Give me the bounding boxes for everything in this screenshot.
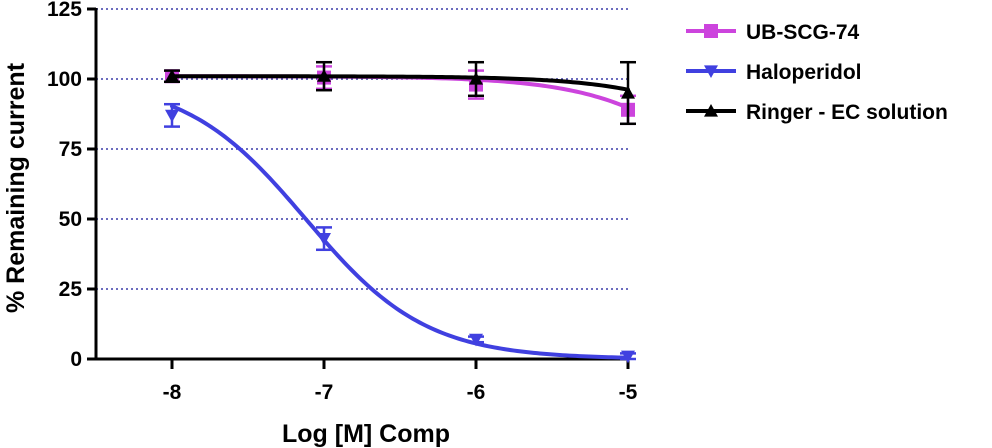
legend-item-ub-scg-74: UB-SCG-74 [686, 21, 860, 44]
series-ringer-ec-solution [164, 60, 636, 126]
x-axis-title: Log [M] Comp [282, 420, 450, 448]
x-tick-label: -5 [619, 381, 638, 404]
x-tick-label: -7 [315, 381, 334, 404]
y-tick-label: 0 [70, 348, 82, 371]
data-point [317, 69, 331, 82]
x-tick-label: -8 [163, 381, 182, 404]
legend: UB-SCG-74 Haloperidol Ringer - EC solution [686, 21, 948, 124]
fit-curve-ringer-ec-solution [170, 74, 630, 92]
data-point [469, 72, 483, 85]
ticks: 0 25 50 75 100 125 -8 -7 -6 -5 [47, 0, 638, 404]
gridlines [96, 8, 628, 290]
legend-label: Haloperidol [746, 61, 862, 84]
axes [94, 8, 630, 361]
x-tick-label: -6 [467, 381, 486, 404]
data-point [469, 333, 483, 347]
y-tick-label: 75 [59, 138, 83, 161]
legend-marker [704, 104, 718, 117]
data-point [165, 69, 179, 82]
data-point [165, 109, 179, 123]
data-point [621, 350, 635, 364]
series-haloperidol [164, 102, 636, 364]
series [164, 60, 636, 364]
data-point [621, 86, 635, 99]
y-tick-label: 50 [59, 208, 82, 231]
legend-label: Ringer - EC solution [746, 101, 948, 124]
data-point [317, 233, 331, 246]
y-tick-label: 100 [47, 68, 82, 91]
legend-marker [704, 65, 718, 78]
y-tick-label: 125 [47, 0, 82, 21]
fit-curve-haloperidol [170, 104, 630, 360]
legend-item-haloperidol: Haloperidol [686, 61, 862, 84]
y-tick-label: 25 [59, 278, 83, 301]
legend-label: UB-SCG-74 [746, 21, 860, 44]
legend-marker [704, 24, 718, 38]
legend-item-ringer-ec-solution: Ringer - EC solution [686, 101, 948, 124]
y-axis-title: % Remaining current [2, 62, 30, 313]
